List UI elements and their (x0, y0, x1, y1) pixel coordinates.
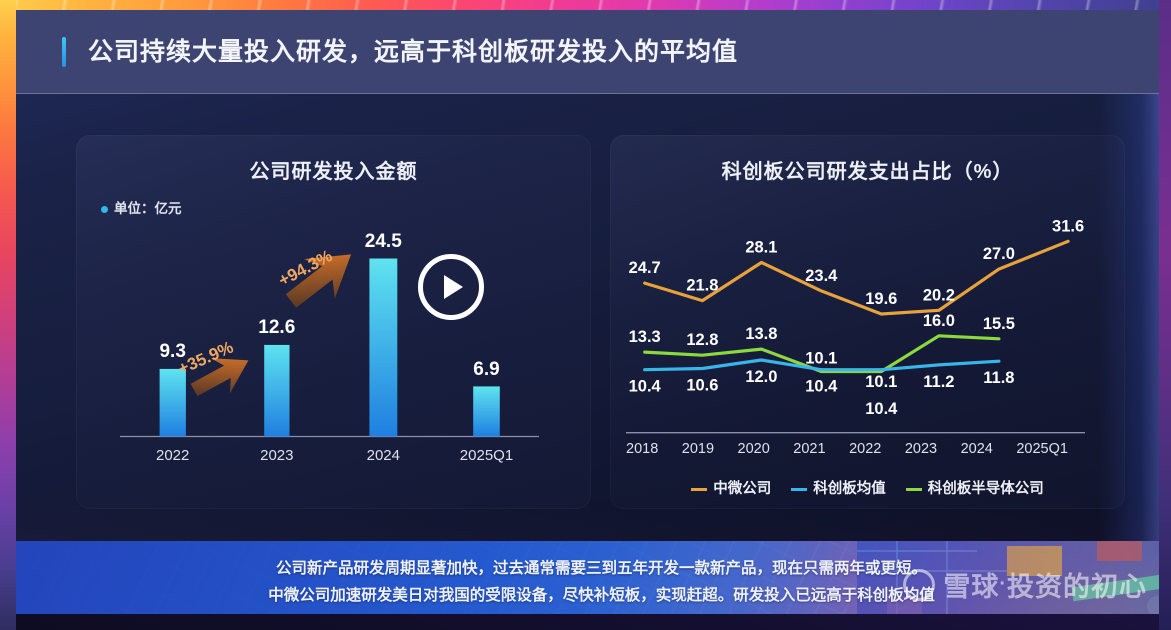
svg-text:10.6: 10.6 (686, 377, 718, 395)
svg-text:11.2: 11.2 (923, 373, 954, 391)
svg-text:13.3: 13.3 (629, 328, 661, 346)
svg-text:12.6: 12.6 (258, 317, 295, 338)
svg-text:28.1: 28.1 (745, 239, 777, 257)
svg-text:16.0: 16.0 (923, 312, 955, 330)
svg-text:21.8: 21.8 (686, 277, 718, 295)
svg-text:31.6: 31.6 (1052, 217, 1084, 235)
svg-text:13.8: 13.8 (745, 325, 777, 343)
svg-text:10.4: 10.4 (805, 378, 838, 396)
svg-text:10.1: 10.1 (865, 373, 897, 391)
svg-text:6.9: 6.9 (473, 359, 499, 380)
svg-text:23.4: 23.4 (805, 267, 838, 285)
svg-text:27.0: 27.0 (983, 245, 1015, 263)
svg-text:10.4: 10.4 (629, 378, 662, 396)
svg-text:12.8: 12.8 (686, 331, 718, 349)
svg-text:11.8: 11.8 (983, 369, 1014, 387)
svg-text:19.6: 19.6 (865, 290, 897, 308)
svg-text:20.2: 20.2 (923, 286, 955, 304)
svg-text:2023: 2023 (260, 447, 293, 464)
svg-text:2022: 2022 (156, 447, 189, 464)
svg-text:2024: 2024 (367, 447, 400, 464)
svg-text:24.5: 24.5 (365, 231, 402, 252)
svg-text:10.4: 10.4 (865, 400, 898, 418)
svg-text:2025Q1: 2025Q1 (460, 447, 513, 464)
svg-text:24.7: 24.7 (629, 259, 661, 277)
svg-text:15.5: 15.5 (983, 315, 1015, 333)
svg-text:12.0: 12.0 (745, 368, 777, 386)
svg-text:10.1: 10.1 (805, 350, 837, 368)
